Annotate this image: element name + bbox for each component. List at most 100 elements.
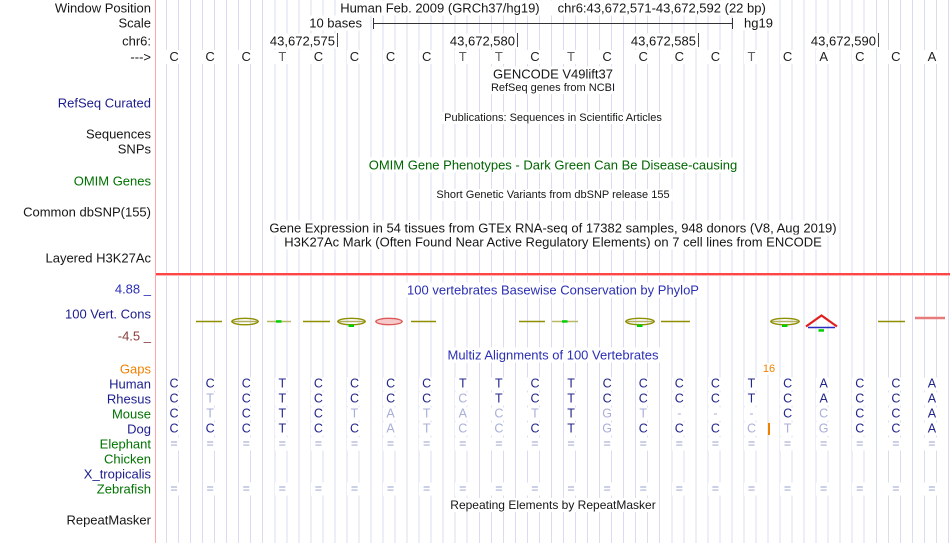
track-label-refseq-curated[interactable]: RefSeq Curated — [57, 95, 151, 111]
species-label-human[interactable]: Human — [109, 376, 151, 392]
species-label-dog[interactable]: Dog — [127, 421, 151, 437]
align-base: T — [202, 407, 218, 421]
track-title-h3k27ac-desc[interactable]: H3K27Ac Mark (Often Found Near Active Re… — [281, 234, 825, 250]
align-base: C — [347, 377, 362, 391]
align-base: C — [202, 377, 218, 391]
align-base: C — [310, 377, 326, 391]
align-base: = — [599, 437, 615, 451]
align-base: = — [780, 437, 796, 451]
align-base: C — [599, 392, 615, 406]
align-base: C — [888, 407, 904, 421]
align-base: C — [852, 422, 868, 436]
track-title-repeat-desc[interactable]: Repeating Elements by RepeatMasker — [447, 498, 659, 512]
align-base: - — [707, 407, 723, 421]
align-base: T — [202, 392, 218, 406]
sequence-base: C — [310, 50, 327, 64]
align-base: C — [310, 407, 326, 421]
align-base: T — [274, 422, 290, 436]
align-base: T — [347, 407, 362, 421]
align-base: A — [924, 422, 940, 436]
species-label-elephant[interactable]: Elephant — [99, 436, 151, 452]
conservation-mark-gline — [267, 320, 291, 323]
position-title: chr6:43,672,571-43,672,592 (22 bp) — [557, 0, 766, 16]
track-title-phylop[interactable]: 100 vertebrates Basewise Conservation by… — [404, 282, 702, 298]
track-title-short-variants[interactable]: Short Genetic Variants from dbSNP releas… — [433, 189, 673, 201]
align-base: T — [455, 377, 471, 391]
track-label-repeatmasker[interactable]: RepeatMasker — [66, 512, 151, 528]
align-base: = — [563, 437, 579, 451]
align-base: = — [238, 437, 254, 451]
track-label-snps[interactable]: SNPs — [117, 141, 151, 157]
align-base: C — [707, 392, 723, 406]
align-base: C — [527, 377, 543, 391]
conservation-mark-roval — [375, 317, 403, 326]
align-base: C — [888, 422, 904, 436]
track-label-gaps[interactable]: Gaps — [119, 361, 151, 377]
align-base: C — [166, 422, 182, 436]
align-base: A — [383, 422, 399, 436]
track-label-chrom: chr6: — [122, 33, 151, 49]
align-base: A — [816, 392, 832, 406]
conservation-mark-rline — [915, 316, 945, 320]
align-base: C — [166, 392, 182, 406]
align-base: = — [635, 437, 651, 451]
track-title-multiz[interactable]: Multiz Alignments of 100 Vertebrates — [444, 347, 662, 363]
align-base: C — [419, 377, 435, 391]
ruler-tick-label: 43,672,585 — [629, 33, 697, 49]
align-base: = — [274, 437, 290, 451]
track-label-sequences[interactable]: Sequences — [85, 126, 151, 142]
align-base: A — [924, 392, 940, 406]
sequence-base: C — [779, 50, 796, 64]
align-base: C — [527, 422, 543, 436]
h3k27ac-baseline — [156, 273, 950, 275]
align-base: = — [347, 437, 362, 451]
ruler-tick-mark — [698, 33, 699, 47]
align-base: C — [888, 392, 904, 406]
align-base: C — [635, 392, 651, 406]
align-base: C — [816, 407, 832, 421]
align-base: C — [852, 407, 868, 421]
track-label-omim-genes[interactable]: OMIM Genes — [73, 173, 151, 189]
assembly-title: Human Feb. 2009 (GRCh37/hg19) — [340, 0, 540, 16]
track-title-omim-phenotypes[interactable]: OMIM Gene Phenotypes - Dark Green Can Be… — [365, 157, 741, 173]
align-base: - — [671, 407, 687, 421]
align-base: = — [527, 482, 543, 496]
species-label-rhesus[interactable]: Rhesus — [106, 391, 151, 407]
species-label-x_tropicalis[interactable]: X_tropicalis — [83, 466, 151, 482]
align-base: = — [852, 482, 868, 496]
align-base: T — [780, 422, 796, 436]
align-base: C — [347, 422, 362, 436]
align-base: A — [816, 377, 832, 391]
align-base: = — [744, 482, 759, 496]
track-label-common-dbsnp[interactable]: Common dbSNP(155) — [23, 204, 151, 220]
track-label-layered-h3k27ac[interactable]: Layered H3K27Ac — [45, 250, 151, 266]
align-base: C — [527, 392, 543, 406]
align-base: C — [744, 422, 759, 436]
align-base: = — [816, 437, 832, 451]
align-base: = — [924, 482, 940, 496]
align-base: = — [888, 482, 904, 496]
conservation-mark-ovalg — [625, 317, 655, 327]
conservation-mark-line — [661, 320, 690, 323]
sequence-base: C — [599, 50, 616, 64]
track-title-refseq-note[interactable]: RefSeq genes from NCBI — [487, 82, 619, 94]
align-base: = — [599, 482, 615, 496]
track-label-vert-cons[interactable]: 100 Vert. Cons — [65, 306, 151, 322]
species-label-chicken[interactable]: Chicken — [104, 451, 151, 467]
align-base: T — [491, 377, 507, 391]
conservation-mark-line — [411, 320, 436, 323]
align-base: T — [419, 407, 435, 421]
align-base: = — [744, 437, 759, 451]
track-label-scale: Scale — [118, 15, 151, 31]
align-base: = — [310, 437, 326, 451]
align-base: C — [202, 422, 218, 436]
h3k27ac-baseline-soft — [156, 275, 950, 276]
species-label-mouse[interactable]: Mouse — [111, 406, 151, 422]
track-title-gtex[interactable]: Gene Expression in 54 tissues from GTEx … — [266, 220, 840, 236]
sequence-base: C — [635, 50, 652, 64]
align-base: G — [599, 407, 615, 421]
species-label-zebrafish[interactable]: Zebrafish — [96, 481, 151, 497]
track-title-gencode[interactable]: GENCODE V49lift37 — [490, 66, 616, 82]
track-title-publications[interactable]: Publications: Sequences in Scientific Ar… — [441, 112, 665, 124]
